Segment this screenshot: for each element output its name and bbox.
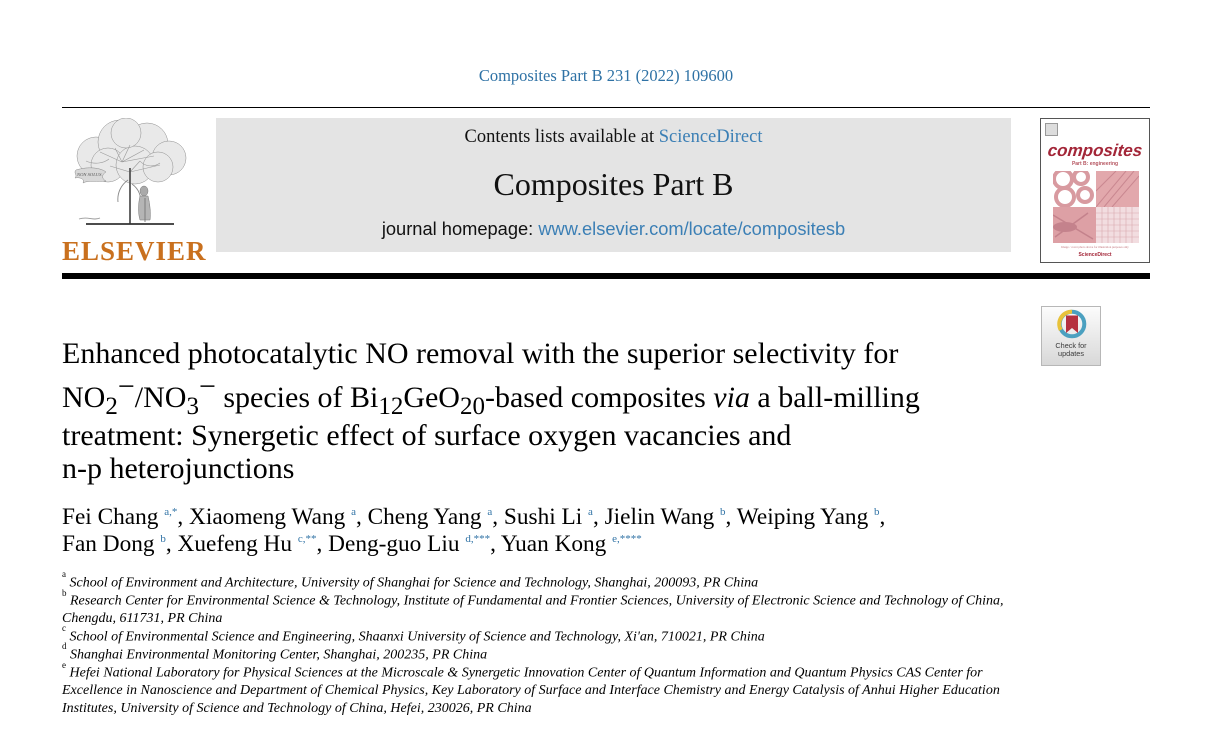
svg-text:NON SOLUS: NON SOLUS [76,172,102,177]
